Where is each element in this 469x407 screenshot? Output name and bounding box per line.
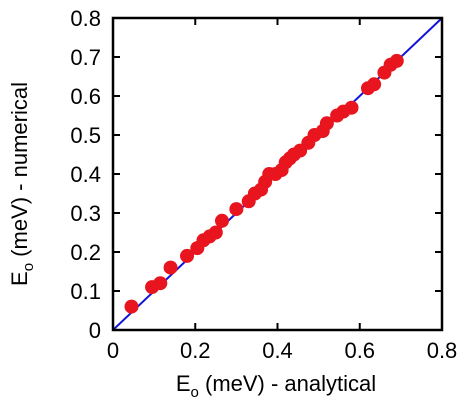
data-point — [153, 276, 168, 291]
x-tick-label: 0 — [107, 338, 119, 363]
x-tick-label: 0.8 — [427, 338, 458, 363]
x-tick-label: 0.4 — [262, 338, 293, 363]
data-point — [344, 100, 359, 115]
y-tick-label: 0.5 — [70, 123, 101, 148]
data-point — [389, 53, 404, 68]
data-point — [229, 202, 244, 217]
axes: 0 0.2 0.4 0.6 0.8 0 0.1 0.2 0.3 0.4 0.5 0.6 0.7 0.8 — [70, 6, 457, 363]
data-point — [367, 77, 382, 92]
data-point — [163, 260, 178, 275]
x-axis-title: Eo (meV) - analytical — [176, 371, 376, 401]
data-point — [319, 116, 334, 131]
y-tick-label: 0.3 — [70, 201, 101, 226]
y-tick-label: 0.1 — [70, 279, 101, 304]
y-axis-title: Eo (meV) - numerical — [7, 82, 37, 286]
y-tick-label: 0.6 — [70, 84, 101, 109]
y-tick-label: 0.8 — [70, 6, 101, 31]
y-tick-label: 0.7 — [70, 45, 101, 70]
data-point — [124, 299, 139, 314]
y-tick-label: 0 — [89, 318, 101, 343]
y-tick-label: 0.4 — [70, 162, 101, 187]
data-point — [214, 213, 229, 228]
data-point — [208, 225, 223, 240]
x-tick-label: 0.2 — [180, 338, 211, 363]
data-point — [180, 248, 195, 263]
data-points — [124, 53, 404, 314]
x-tick-label: 0.6 — [344, 338, 375, 363]
y-tick-label: 0.2 — [70, 240, 101, 265]
